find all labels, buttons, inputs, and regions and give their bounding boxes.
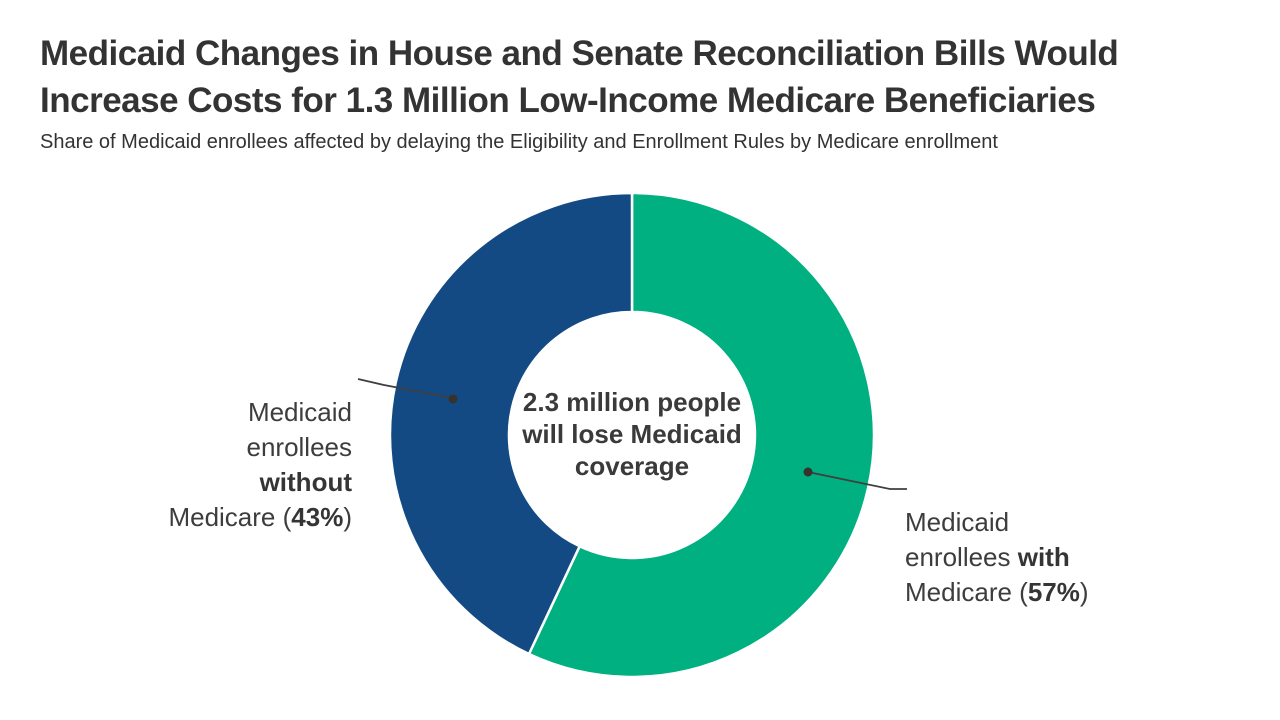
leader-line-with-medicare: [807, 471, 907, 490]
callout-with-medicare: Medicaid enrollees with Medicare (57%): [905, 470, 1185, 610]
leader-line-without-medicare: [357, 378, 453, 399]
callout-without-medicare: Medicaid enrollees without Medicare (43%…: [120, 360, 352, 535]
leader-dot-with-medicare: [803, 467, 813, 477]
callout-without-medicare-post: ): [343, 502, 352, 532]
callout-with-medicare-post: ): [1079, 577, 1089, 607]
donut-slice-medicaid-enrollees-without-medicare: [388, 191, 634, 656]
callout-without-medicare-mid: Medicare (: [168, 502, 292, 532]
donut-slices: [388, 191, 876, 679]
page-title: Medicaid Changes in House and Senate Rec…: [40, 34, 1119, 120]
leader-dot-without-medicare: [448, 394, 458, 404]
callout-without-medicare-pct: 43%: [291, 502, 344, 532]
callout-without-medicare-text: Medicaid enrollees: [246, 397, 352, 462]
callout-with-medicare-pct: 57%: [1027, 577, 1080, 607]
donut-slice-medicaid-enrollees-with-medicare: [527, 191, 876, 679]
callout-with-medicare-text: Medicaid enrollees: [905, 507, 1011, 572]
callout-with-medicare-bold: with: [1017, 542, 1070, 572]
page-subtitle: Share of Medicaid enrollees affected by …: [40, 131, 998, 153]
donut-center-label: 2.3 million people will lose Medicaid co…: [522, 387, 742, 481]
callout-with-medicare-mid: Medicare (: [905, 577, 1028, 607]
callout-without-medicare-bold: without: [259, 467, 352, 497]
